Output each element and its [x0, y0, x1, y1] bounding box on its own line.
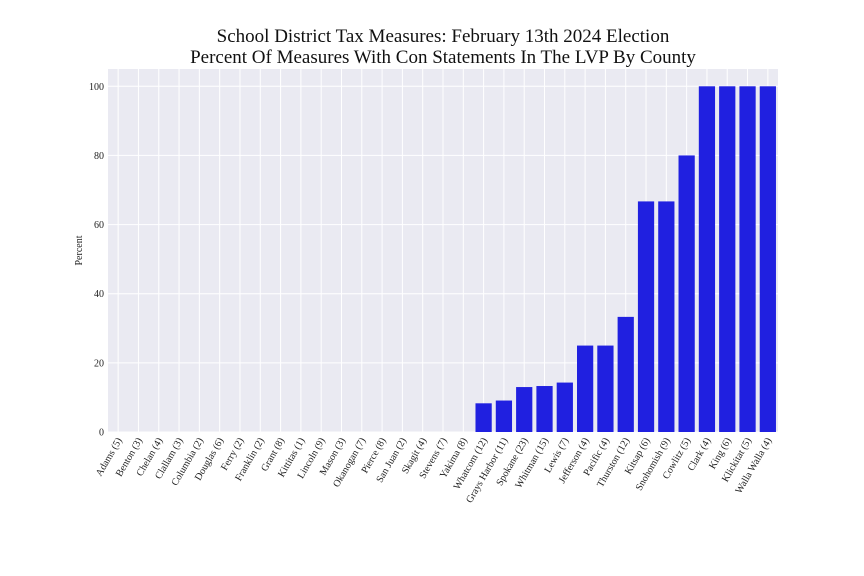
bar [577, 345, 594, 432]
x-axis-ticks: Adams (5)Benton (3)Chelan (4)Clallam (3)… [94, 436, 774, 505]
chart-title-line-2: Percent Of Measures With Con Statements … [190, 47, 696, 68]
bar [516, 387, 533, 432]
bar [759, 86, 776, 433]
y-tick-label: 80 [94, 151, 104, 162]
y-tick-label: 20 [94, 358, 104, 369]
bar [658, 201, 675, 432]
bar [678, 155, 695, 432]
bar [739, 86, 756, 433]
chart-title-line-1: School District Tax Measures: February 1… [217, 26, 670, 47]
y-axis-ticks: 0 20 40 60 80 100 [89, 82, 104, 439]
bar [556, 382, 573, 432]
bar [475, 403, 492, 432]
y-tick-label: 60 [94, 220, 104, 231]
bar [617, 316, 634, 432]
bar [536, 386, 553, 432]
bar [719, 86, 736, 433]
y-tick-label: 40 [94, 289, 104, 300]
bar [495, 400, 513, 432]
y-axis-label: Percent [74, 235, 85, 265]
y-tick-label: 0 [99, 428, 104, 439]
bar [637, 201, 655, 432]
bar [698, 86, 716, 433]
bar [597, 345, 614, 432]
y-tick-label: 100 [89, 82, 104, 93]
bars [475, 86, 776, 433]
